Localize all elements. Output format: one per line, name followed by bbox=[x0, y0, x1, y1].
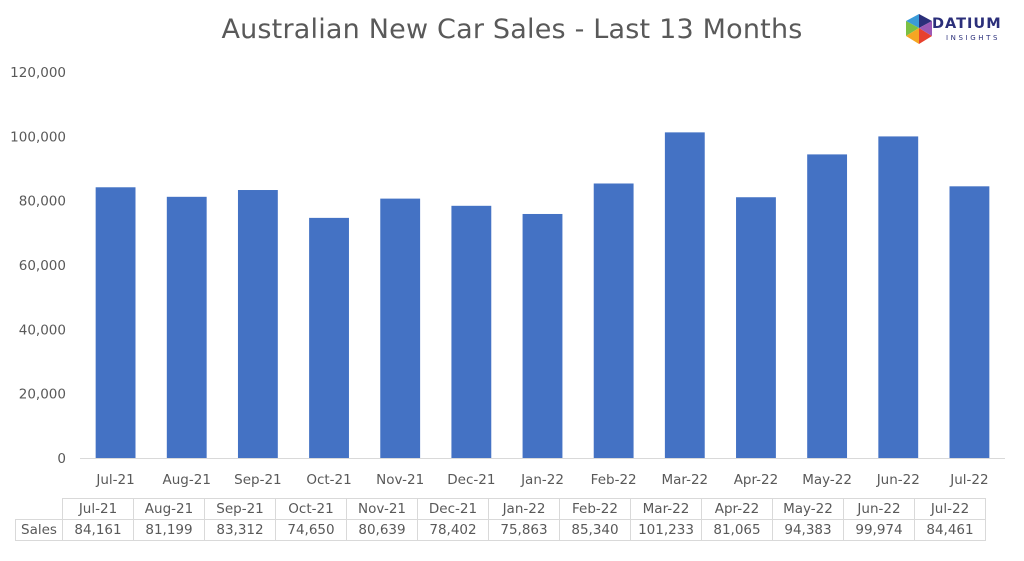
data-table-row-label: Sales bbox=[15, 519, 63, 541]
data-table-value-cell: 83,312 bbox=[204, 519, 276, 541]
y-tick-label: 120,000 bbox=[10, 65, 66, 81]
bar-jul-21 bbox=[95, 187, 136, 459]
y-tick-label: 20,000 bbox=[19, 387, 66, 403]
x-tick-label: Aug-21 bbox=[163, 472, 211, 488]
bar-jun-22 bbox=[878, 136, 919, 458]
data-table-header-cell: Apr-22 bbox=[701, 498, 773, 520]
data-table-value-cell: 84,161 bbox=[62, 519, 134, 541]
data-table-value-cell: 80,639 bbox=[346, 519, 418, 541]
data-table-header-cell: Jan-22 bbox=[488, 498, 560, 520]
bar-jul-22 bbox=[949, 186, 990, 458]
data-table: Jul-21 Aug-21 Sep-21 Oct-21 Nov-21 Dec-21 Jan-… bbox=[15, 498, 986, 541]
y-tick-label: 0 bbox=[57, 451, 66, 467]
bar-series-sales bbox=[95, 132, 990, 459]
data-table-value-cell: 85,340 bbox=[559, 519, 631, 541]
bar-mar-22 bbox=[664, 132, 705, 458]
x-tick-label: Nov-21 bbox=[376, 472, 424, 488]
bar-feb-22 bbox=[593, 183, 634, 458]
data-table-header-cell: Jul-22 bbox=[914, 498, 986, 520]
x-tick-label: Jul-22 bbox=[949, 472, 988, 488]
data-table-header-cell: May-22 bbox=[772, 498, 844, 520]
bar-chart: 020,00040,00060,00080,000100,000120,000 … bbox=[10, 65, 1005, 488]
data-table-header-cell: Mar-22 bbox=[630, 498, 702, 520]
x-tick-label: Jul-21 bbox=[95, 472, 134, 488]
data-table-value-cell: 101,233 bbox=[630, 519, 702, 541]
bar-may-22 bbox=[807, 154, 848, 458]
x-axis: Jul-21 Aug-21 Sep-21 Oct-21 Nov-21 Dec-21 Jan-… bbox=[95, 472, 988, 488]
chart-title: Australian New Car Sales - Last 13 Month… bbox=[221, 14, 803, 45]
data-table-header-cell: Aug-21 bbox=[133, 498, 205, 520]
x-tick-label: Oct-21 bbox=[306, 472, 351, 488]
y-tick-label: 80,000 bbox=[19, 194, 66, 210]
datium-logo: DATIUM INSIGHTS bbox=[904, 14, 1024, 54]
bar-nov-21 bbox=[380, 198, 421, 459]
y-tick-label: 100,000 bbox=[10, 129, 66, 145]
datium-logo-mark-icon bbox=[906, 14, 932, 44]
data-table-corner bbox=[15, 498, 63, 520]
data-table-value-cell: 75,863 bbox=[488, 519, 560, 541]
bar-sep-21 bbox=[237, 190, 278, 458]
logo-subtitle: INSIGHTS bbox=[946, 34, 1001, 42]
data-table-header-cell: Jun-22 bbox=[843, 498, 915, 520]
x-tick-label: Sep-21 bbox=[234, 472, 282, 488]
data-table-header-row: Jul-21 Aug-21 Sep-21 Oct-21 Nov-21 Dec-21 Jan-… bbox=[15, 498, 986, 520]
data-table-values-row: Sales 84,161 81,199 83,312 74,650 80,639 78,4… bbox=[15, 519, 986, 541]
data-table-value-cell: 78,402 bbox=[417, 519, 489, 541]
data-table-value-cell: 81,199 bbox=[133, 519, 205, 541]
logo-wordmark: DATIUM bbox=[932, 16, 1002, 32]
x-tick-label: Jan-22 bbox=[520, 472, 564, 488]
data-table-value-cell: 81,065 bbox=[701, 519, 773, 541]
data-table-header-cell: Nov-21 bbox=[346, 498, 418, 520]
bar-dec-21 bbox=[451, 205, 492, 458]
bar-apr-22 bbox=[736, 197, 776, 459]
data-table-value-cell: 84,461 bbox=[914, 519, 986, 541]
data-table-header-cell: Sep-21 bbox=[204, 498, 276, 520]
x-tick-label: Mar-22 bbox=[661, 472, 708, 488]
data-table-header-cell: Jul-21 bbox=[62, 498, 134, 520]
bar-oct-21 bbox=[309, 217, 349, 458]
data-table-value-cell: 99,974 bbox=[843, 519, 915, 541]
data-table-header-cell: Oct-21 bbox=[275, 498, 347, 520]
y-tick-label: 60,000 bbox=[19, 258, 66, 274]
y-tick-label: 40,000 bbox=[19, 322, 66, 338]
data-table-value-cell: 94,383 bbox=[772, 519, 844, 541]
x-tick-label: Jun-22 bbox=[876, 472, 920, 488]
x-tick-label: May-22 bbox=[802, 472, 852, 488]
y-axis: 0 20,000 40,000 60,000 80,000 100,000 120,000 bbox=[10, 65, 66, 467]
data-table-header-cell: Feb-22 bbox=[559, 498, 631, 520]
data-table-value-cell: 74,650 bbox=[275, 519, 347, 541]
data-table-header-cell: Dec-21 bbox=[417, 498, 489, 520]
x-tick-label: Dec-21 bbox=[447, 472, 495, 488]
bar-jan-22 bbox=[522, 213, 563, 458]
x-tick-label: Apr-22 bbox=[734, 472, 779, 488]
bar-aug-21 bbox=[166, 196, 207, 459]
x-tick-label: Feb-22 bbox=[591, 472, 637, 488]
